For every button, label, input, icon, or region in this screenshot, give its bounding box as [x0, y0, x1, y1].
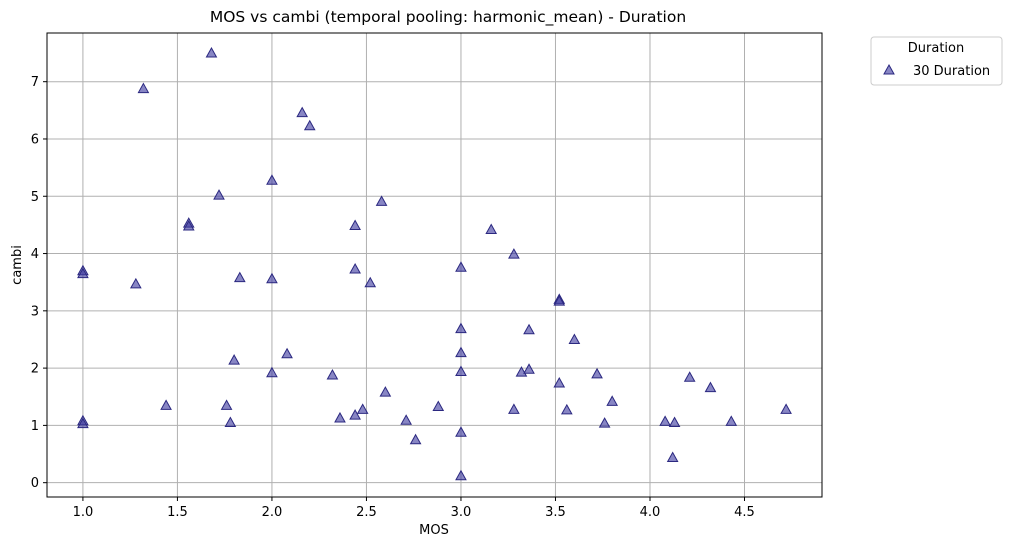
data-point: [455, 346, 467, 358]
legend-box: [870, 36, 1003, 86]
data-point: [560, 403, 573, 415]
data-point: [213, 189, 225, 200]
data-point: [224, 416, 237, 428]
data-point: [349, 409, 361, 420]
x-axis-ticks: 1.0 1.5 2.0 2.5 3.0 3.5 4.0 4.5: [73, 497, 755, 520]
x-tick-label: 2.5: [356, 505, 377, 520]
data-point: [349, 219, 361, 230]
data-point: [296, 106, 309, 118]
y-tick-label: 2: [31, 362, 39, 377]
data-point: [659, 415, 671, 426]
x-tick-label: 3.0: [451, 505, 472, 520]
data-point: [455, 469, 467, 481]
x-axis-title: MOS: [419, 523, 449, 538]
data-point: [455, 261, 467, 272]
data-point: [606, 395, 619, 406]
data-point: [266, 174, 278, 185]
x-tick-label: 4.5: [734, 505, 755, 520]
plot-frame: [46, 32, 823, 498]
y-tick-label: 4: [31, 247, 39, 262]
data-point: [228, 354, 240, 365]
data-point: [233, 271, 246, 283]
data-point: [182, 220, 195, 231]
legend-title: Duration: [908, 41, 964, 56]
data-point: [568, 333, 581, 344]
data-point: [160, 399, 172, 410]
data-point: [137, 82, 150, 94]
data-point: [455, 322, 467, 334]
data-point: [266, 272, 278, 284]
legend-marker-triangle-icon: [883, 63, 895, 75]
legend-entry-label: 30 Duration: [913, 64, 990, 79]
data-point: [704, 381, 717, 393]
data-point: [220, 399, 233, 410]
data-points: [77, 47, 792, 481]
data-point: [591, 367, 603, 379]
x-tick-label: 3.5: [545, 505, 566, 520]
data-point: [77, 417, 89, 429]
data-point: [455, 426, 467, 437]
data-point: [349, 262, 361, 274]
y-tick-label: 0: [31, 476, 39, 491]
y-tick-label: 6: [31, 132, 39, 147]
data-point: [379, 386, 392, 397]
data-point: [364, 276, 377, 288]
data-point: [668, 416, 681, 428]
data-point: [266, 366, 278, 378]
data-point: [508, 403, 520, 414]
y-tick-label: 7: [31, 75, 39, 90]
data-point: [523, 363, 535, 374]
data-point: [356, 403, 369, 414]
legend: Duration 30 Duration: [870, 36, 1003, 86]
y-tick-label: 1: [31, 419, 39, 434]
data-point: [432, 400, 445, 411]
x-tick-label: 1.5: [167, 505, 188, 520]
y-tick-label: 5: [31, 190, 39, 205]
x-tick-label: 1.0: [73, 505, 94, 520]
data-point: [485, 223, 498, 234]
data-point: [303, 119, 316, 131]
data-point: [508, 248, 520, 259]
x-tick-label: 4.0: [640, 505, 661, 520]
x-tick-label: 2.0: [262, 505, 283, 520]
data-point: [683, 371, 696, 382]
data-point: [409, 433, 422, 445]
data-point: [77, 267, 89, 279]
data-point: [375, 195, 388, 206]
data-point: [553, 295, 566, 306]
data-point: [725, 415, 738, 426]
data-point: [326, 368, 339, 380]
y-axis-title: cambi: [10, 245, 25, 285]
data-point: [553, 376, 566, 388]
data-point: [780, 403, 792, 414]
data-point: [515, 366, 528, 377]
grid-lines: [47, 33, 822, 497]
data-point: [455, 365, 467, 377]
data-point: [598, 417, 611, 428]
data-point: [205, 47, 218, 58]
y-tick-label: 3: [31, 304, 39, 319]
y-axis-ticks: 0 1 2 3 4 5 6 7: [31, 75, 47, 491]
data-point: [666, 451, 679, 462]
chart-title: MOS vs cambi (temporal pooling: harmonic…: [210, 8, 686, 27]
data-point: [400, 414, 412, 425]
data-point: [129, 277, 142, 289]
data-point: [334, 411, 346, 423]
data-point: [281, 347, 293, 359]
data-point: [523, 323, 535, 335]
